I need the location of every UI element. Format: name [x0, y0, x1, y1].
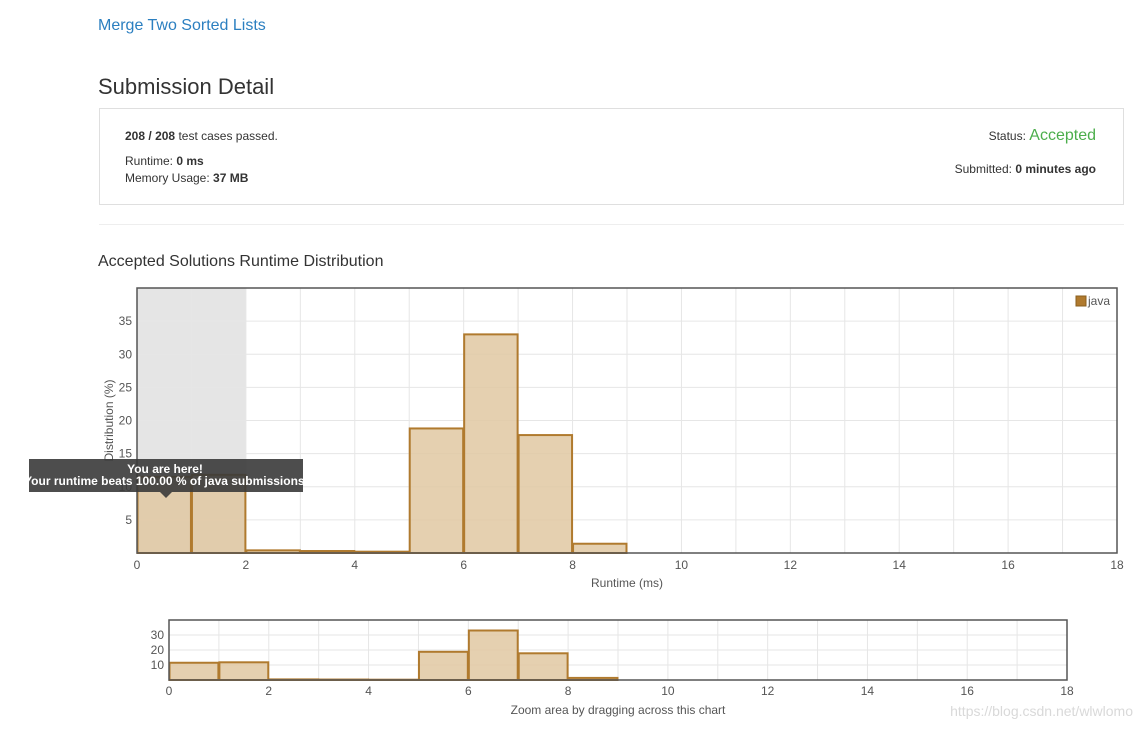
- zoom-histogram-bar[interactable]: [417, 650, 469, 681]
- your-runtime-tooltip: [29, 459, 303, 492]
- zoom-x-tick-label: 16: [961, 684, 975, 698]
- histogram-bar[interactable]: [517, 434, 574, 555]
- x-tick-label: 8: [569, 558, 576, 572]
- histogram-bar[interactable]: [572, 542, 628, 554]
- zoom-x-tick-label: 4: [365, 684, 372, 698]
- y-axis-title: Distribution (%): [102, 379, 116, 461]
- passed-separator: /: [148, 129, 152, 143]
- runtime-row: Runtime: 0 ms: [125, 154, 204, 168]
- zoom-x-tick-label: 14: [861, 684, 875, 698]
- status-label: Status:: [988, 129, 1026, 143]
- x-tick-label: 2: [243, 558, 250, 572]
- problem-title-link[interactable]: Merge Two Sorted Lists: [98, 17, 266, 34]
- histogram-bar[interactable]: [408, 427, 465, 555]
- submission-detail-panel: 208 / 208 test cases passed. Runtime: 0 …: [99, 108, 1124, 205]
- x-tick-label: 4: [351, 558, 358, 572]
- x-tick-label: 18: [1110, 558, 1124, 572]
- y-tick-label: 25: [119, 380, 133, 394]
- x-tick-label: 12: [784, 558, 798, 572]
- zoom-x-tick-label: 10: [661, 684, 675, 698]
- y-tick-label: 15: [119, 447, 133, 461]
- total-count: 208: [155, 129, 176, 143]
- x-tick-label: 16: [1001, 558, 1015, 572]
- status-badge: Accepted: [1029, 127, 1096, 144]
- x-tick-label: 6: [460, 558, 467, 572]
- x-tick-label: 14: [893, 558, 907, 572]
- zoom-instruction-label: Zoom area by dragging across this chart: [511, 703, 726, 717]
- memory-row: Memory Usage: 37 MB: [125, 171, 248, 185]
- tooltip-title: You are here!: [127, 462, 203, 476]
- zoom-histogram-bar[interactable]: [467, 629, 519, 681]
- zoom-x-tick-label: 12: [761, 684, 775, 698]
- runtime-value: 0 ms: [176, 154, 204, 168]
- memory-label: Memory Usage:: [125, 171, 210, 185]
- tooltip-pointer: [160, 492, 172, 498]
- legend-label: java: [1087, 294, 1110, 308]
- submitted-label: Submitted:: [954, 162, 1012, 176]
- y-tick-label: 30: [119, 347, 133, 361]
- section-divider: [99, 224, 1124, 225]
- zoom-histogram-bar[interactable]: [168, 661, 220, 681]
- passed-suffix: test cases passed.: [178, 129, 278, 143]
- zoom-y-tick-label: 10: [151, 658, 165, 672]
- zoom-y-tick-label: 30: [151, 628, 165, 642]
- runtime-label: Runtime:: [125, 154, 174, 168]
- test-cases-summary: 208 / 208 test cases passed.: [125, 129, 278, 143]
- zoom-histogram-bar[interactable]: [517, 652, 569, 681]
- y-tick-label: 5: [125, 513, 132, 527]
- y-tick-label: 20: [119, 414, 133, 428]
- zoom-x-tick-label: 0: [166, 684, 173, 698]
- status-row: Status: Accepted: [989, 127, 1096, 145]
- zoom-histogram-bar[interactable]: [218, 661, 270, 681]
- watermark: https://blog.csdn.net/wlwlomo: [950, 703, 1133, 719]
- zoom-x-tick-label: 2: [265, 684, 272, 698]
- passed-count: 208: [125, 129, 146, 143]
- plot-frame: [136, 287, 1118, 554]
- histogram-bar[interactable]: [463, 333, 519, 554]
- zoom-frame[interactable]: [168, 619, 1068, 681]
- zoom-x-tick-label: 8: [565, 684, 572, 698]
- zoom-x-tick-label: 6: [465, 684, 472, 698]
- submitted-row: Submitted: 0 minutes ago: [955, 162, 1096, 176]
- submitted-value: 0 minutes ago: [1015, 162, 1096, 176]
- legend-swatch: [1075, 295, 1087, 307]
- memory-value: 37 MB: [213, 171, 249, 185]
- zoom-y-tick-label: 20: [151, 643, 165, 657]
- y-tick-label: 35: [119, 314, 133, 328]
- tooltip-message: Your runtime beats 100.00 % of java subm…: [24, 474, 308, 488]
- zoom-x-tick-label: 18: [1060, 684, 1074, 698]
- x-tick-label: 0: [134, 558, 141, 572]
- x-tick-label: 10: [675, 558, 689, 572]
- x-axis-title: Runtime (ms): [591, 576, 663, 590]
- section-title: Accepted Solutions Runtime Distribution: [98, 253, 384, 270]
- page-title: Submission Detail: [98, 74, 275, 99]
